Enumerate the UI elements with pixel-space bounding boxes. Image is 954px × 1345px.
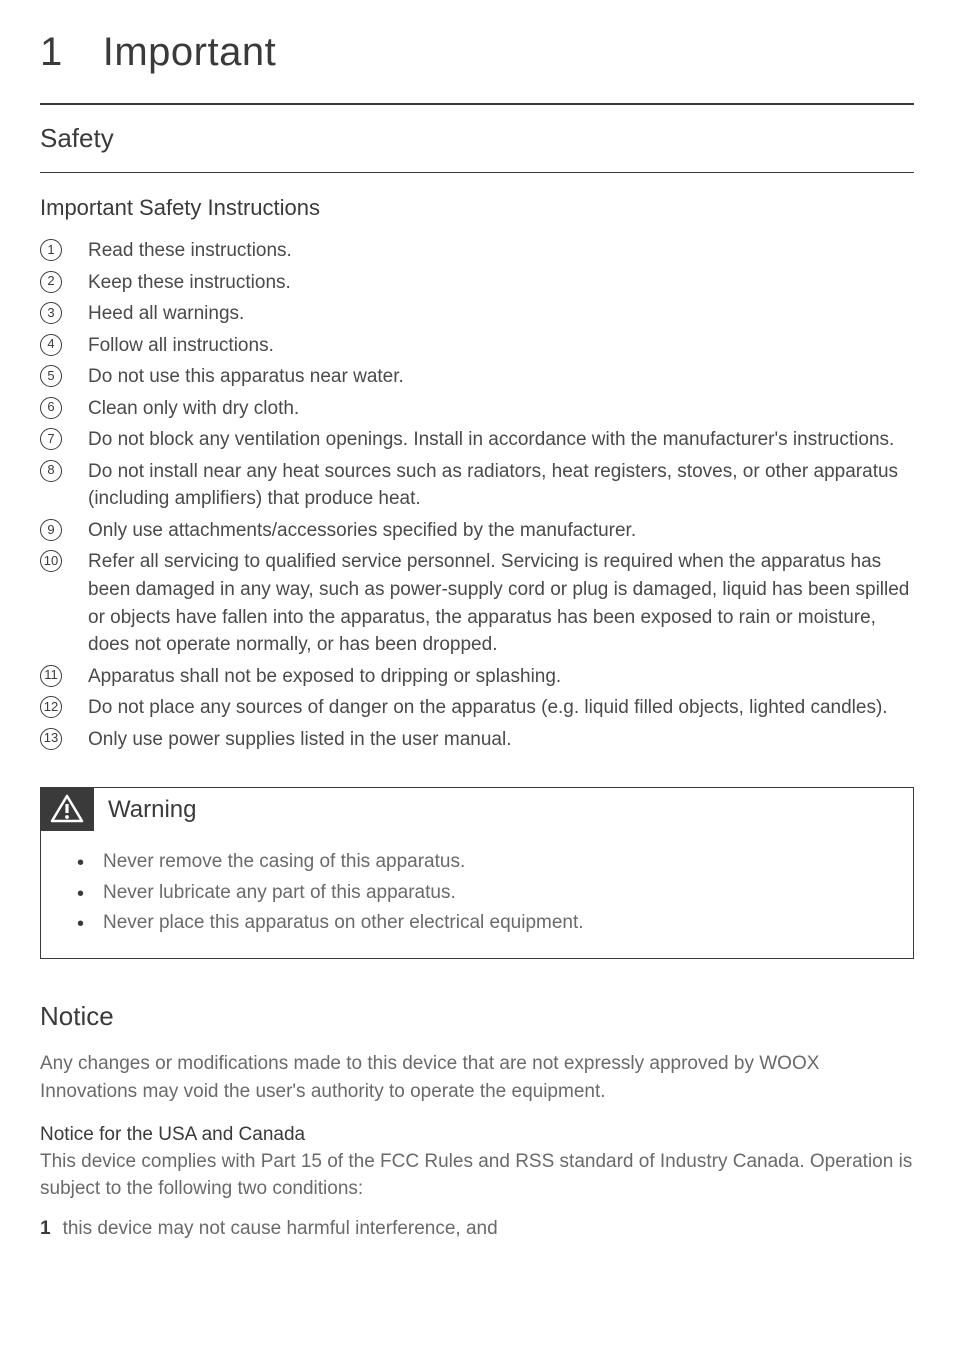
safety-instruction-text: Do not install near any heat sources suc… — [88, 458, 914, 513]
circled-number: 7 — [40, 428, 62, 450]
circled-number: 4 — [40, 334, 62, 356]
safety-instruction-item: 6 Clean only with dry cloth. — [40, 395, 914, 423]
safety-instruction-text: Refer all servicing to qualified service… — [88, 548, 914, 658]
safety-subheading: Important Safety Instructions — [40, 195, 914, 221]
safety-instruction-text: Apparatus shall not be exposed to drippi… — [88, 663, 561, 691]
chapter-number: 1 — [40, 30, 63, 75]
warning-content: Never remove the casing of this apparatu… — [41, 831, 913, 958]
page-title: 1 Important — [40, 30, 914, 75]
chapter-title: Important — [103, 30, 276, 74]
safety-instruction-item: 13 Only use power supplies listed in the … — [40, 726, 914, 754]
warning-icon-box — [40, 787, 94, 831]
notice-intro-text: Any changes or modifications made to thi… — [40, 1050, 914, 1105]
circled-number: 13 — [40, 728, 62, 750]
warning-header: Warning — [41, 788, 913, 831]
divider-thick — [40, 103, 914, 105]
condition-line-1: 1 this device may not cause harmful inte… — [40, 1215, 914, 1243]
warning-item: Never lubricate any part of this apparat… — [77, 878, 913, 908]
safety-heading: Safety — [40, 123, 914, 154]
circled-number: 5 — [40, 365, 62, 387]
safety-instruction-item: 8 Do not install near any heat sources su… — [40, 458, 914, 513]
safety-instruction-text: Do not block any ventilation openings. I… — [88, 426, 894, 454]
safety-instruction-text: Only use power supplies listed in the us… — [88, 726, 512, 754]
warning-triangle-icon — [50, 794, 84, 824]
circled-number: 11 — [40, 665, 62, 687]
safety-instruction-item: 2 Keep these instructions. — [40, 269, 914, 297]
safety-instruction-item: 11 Apparatus shall not be exposed to drip… — [40, 663, 914, 691]
circled-number: 6 — [40, 397, 62, 419]
safety-instruction-item: 1 Read these instructions. — [40, 237, 914, 265]
safety-instruction-text: Heed all warnings. — [88, 300, 244, 328]
safety-instructions-list: 1 Read these instructions. 2 Keep these ins… — [40, 237, 914, 753]
safety-instruction-item: 12 Do not place any sources of danger on … — [40, 694, 914, 722]
safety-instruction-item: 5 Do not use this apparatus near water. — [40, 363, 914, 391]
circled-number: 10 — [40, 550, 62, 572]
safety-instruction-item: 7 Do not block any ventilation openings. … — [40, 426, 914, 454]
safety-instruction-item: 4 Follow all instructions. — [40, 332, 914, 360]
safety-instruction-text: Do not use this apparatus near water. — [88, 363, 404, 391]
safety-instruction-text: Do not place any sources of danger on th… — [88, 694, 888, 722]
warning-box: Warning Never remove the casing of this … — [40, 787, 914, 959]
circled-number: 3 — [40, 302, 62, 324]
warning-item: Never place this apparatus on other elec… — [77, 908, 913, 938]
safety-instruction-text: Follow all instructions. — [88, 332, 274, 360]
safety-instruction-text: Clean only with dry cloth. — [88, 395, 299, 423]
condition-number: 1 — [40, 1215, 51, 1243]
warning-list: Never remove the casing of this apparatu… — [77, 847, 913, 938]
circled-number: 1 — [40, 239, 62, 261]
condition-text: this device may not cause harmful interf… — [63, 1215, 498, 1243]
safety-instruction-item: 10 Refer all servicing to qualified servi… — [40, 548, 914, 658]
circled-number: 8 — [40, 460, 62, 482]
safety-instruction-text: Read these instructions. — [88, 237, 292, 265]
divider-thin — [40, 172, 914, 173]
safety-instruction-text: Only use attachments/accessories specifi… — [88, 517, 636, 545]
warning-label: Warning — [108, 796, 196, 824]
safety-instruction-text: Keep these instructions. — [88, 269, 291, 297]
circled-number: 12 — [40, 696, 62, 718]
warning-item: Never remove the casing of this apparatu… — [77, 847, 913, 877]
notice-heading: Notice — [40, 1001, 914, 1032]
safety-instruction-item: 9 Only use attachments/accessories specif… — [40, 517, 914, 545]
circled-number: 9 — [40, 519, 62, 541]
circled-number: 2 — [40, 271, 62, 293]
notice-usa-canada-heading: Notice for the USA and Canada — [40, 1124, 914, 1146]
notice-usa-canada-text: This device complies with Part 15 of the… — [40, 1148, 914, 1203]
safety-instruction-item: 3 Heed all warnings. — [40, 300, 914, 328]
